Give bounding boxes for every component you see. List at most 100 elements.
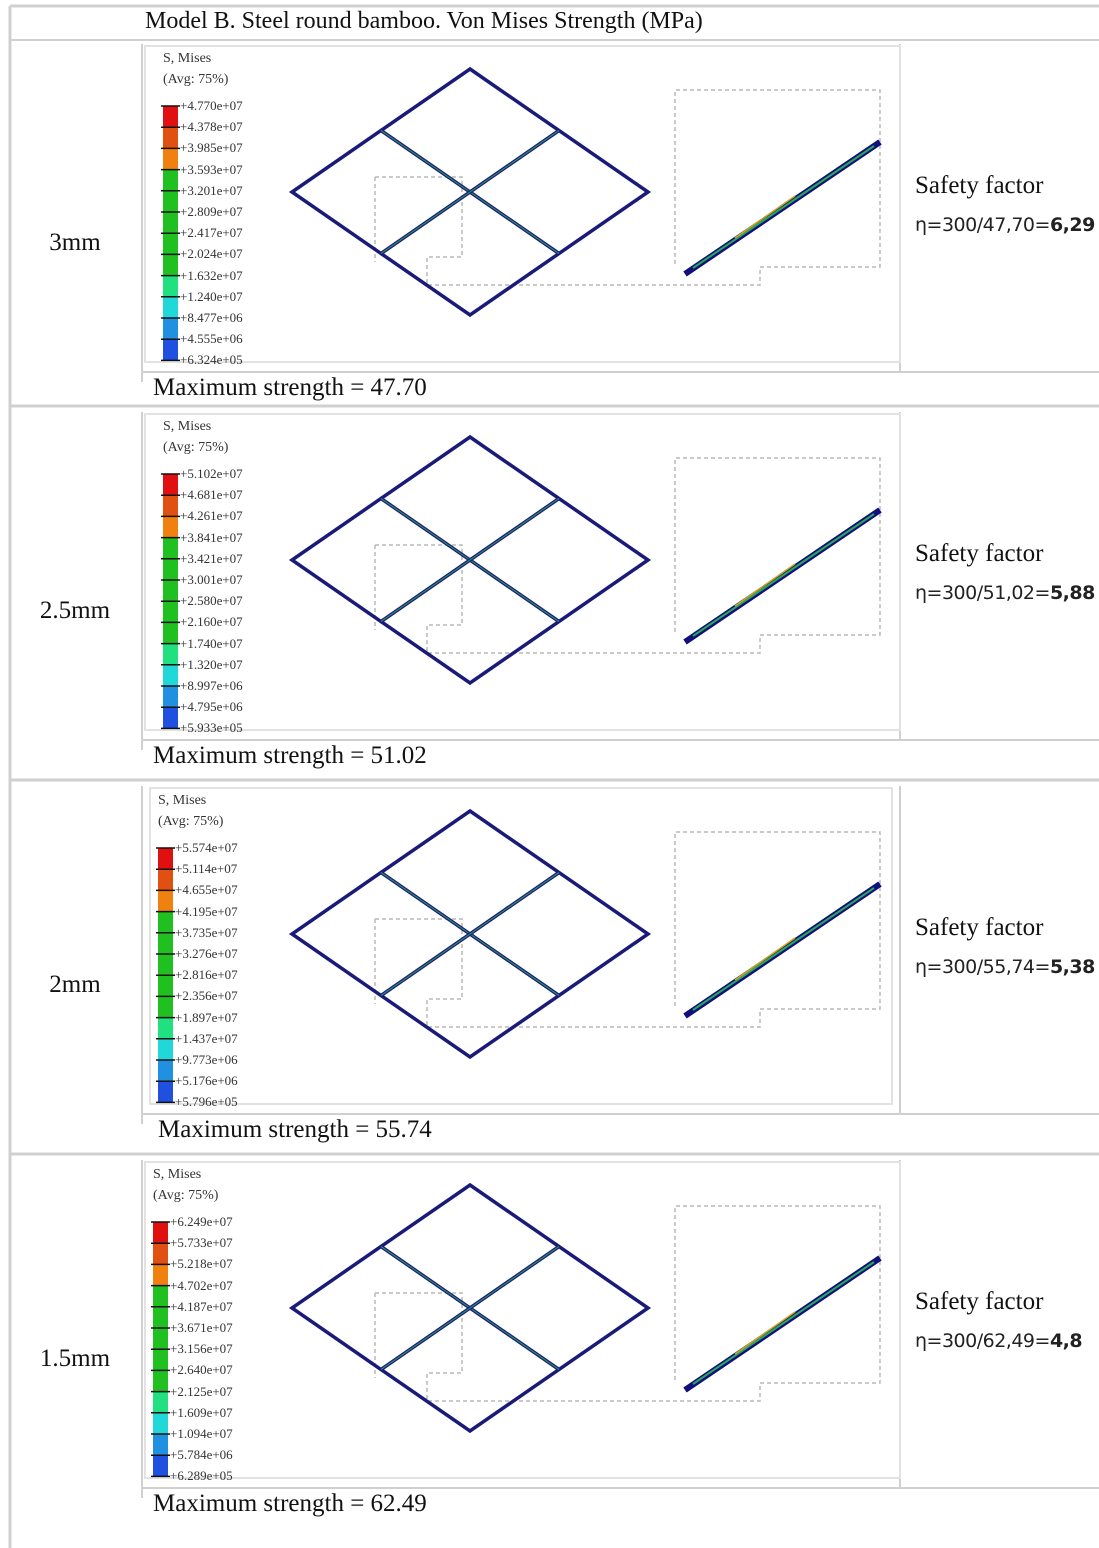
zoomed-bar <box>683 139 882 277</box>
legend-tick-label: +1.897e+07 <box>175 1009 238 1025</box>
zoomed-bar-peak <box>734 937 796 981</box>
legend-tick-label: +4.187e+07 <box>170 1298 233 1314</box>
legend-title: S, Mises <box>163 51 212 66</box>
legend-tick-label: +5.574e+07 <box>175 840 238 855</box>
legend-color-band <box>163 664 178 687</box>
legend-tick-label: +3.156e+07 <box>170 1341 233 1357</box>
legend-color-band <box>153 1306 168 1329</box>
legend-tick-label: +5.176e+06 <box>175 1073 238 1089</box>
legend-color-band <box>163 339 178 361</box>
legend-title: S, Mises <box>153 1167 202 1182</box>
legend-tick-label: +5.796e+05 <box>175 1094 238 1110</box>
legend-color-band <box>163 516 178 539</box>
zoomed-bar-stress <box>692 513 875 637</box>
thickness-label: 3mm <box>49 229 101 256</box>
figure-title: Model B. Steel round bamboo. Von Mises S… <box>145 8 703 34</box>
legend-color-band <box>153 1391 168 1414</box>
legend-color-band <box>158 1017 173 1040</box>
mesh-outer-frame <box>288 808 652 1060</box>
legend-color-band <box>153 1285 168 1308</box>
legend-tick-label: +4.795e+06 <box>180 699 243 715</box>
legend-color-band <box>163 580 178 602</box>
contour-panel-frame <box>149 787 893 1105</box>
legend-tick-label: +3.593e+07 <box>180 161 243 177</box>
legend-title: S, Mises <box>163 419 212 434</box>
legend-tick-label: +1.437e+07 <box>175 1030 238 1046</box>
maximum-strength: Maximum strength = 55.74 <box>158 1116 432 1143</box>
legend-color-band <box>163 148 178 171</box>
legend-tick-label: +5.733e+07 <box>170 1235 233 1251</box>
legend-color-band <box>163 601 178 623</box>
legend-color-band <box>163 212 178 234</box>
legend-average: (Avg: 75%) <box>158 814 224 829</box>
mesh-model <box>288 1182 881 1434</box>
safety-factor-title: Safety factor <box>915 172 1044 199</box>
legend-tick-label: +8.997e+06 <box>180 678 243 693</box>
legend-tick-label: +4.770e+07 <box>180 98 243 113</box>
safety-factor-title: Safety factor <box>915 540 1044 567</box>
detail-callout <box>374 1205 881 1402</box>
legend-color-band <box>153 1264 168 1287</box>
legend-color-band <box>153 1328 168 1350</box>
legend-color-band <box>158 996 173 1019</box>
safety-factor-value: 4,8 <box>1049 1330 1083 1352</box>
legend-tick-label: +1.094e+07 <box>170 1426 233 1441</box>
legend-tick-label: +3.001e+07 <box>180 572 243 587</box>
legend-color-band <box>158 1060 173 1082</box>
legend-tick-label: +1.609e+07 <box>170 1404 233 1420</box>
legend-tick-label: +3.201e+07 <box>180 182 243 198</box>
legend-tick-label: +2.417e+07 <box>180 225 243 241</box>
safety-factor-value: 5,38 <box>1049 956 1095 978</box>
detail-callout <box>374 457 881 654</box>
zoomed-bar-peak <box>734 563 796 607</box>
legend-color-band <box>158 954 173 976</box>
thickness-label: 1.5mm <box>39 1345 111 1372</box>
legend-tick-label: +3.985e+07 <box>180 140 243 156</box>
legend-color-band <box>158 975 173 997</box>
thickness-label: 2.5mm <box>39 597 111 624</box>
legend-title: S, Mises <box>158 793 207 808</box>
legend-color-band <box>158 1081 173 1103</box>
legend-tick-label: +5.114e+07 <box>175 861 238 877</box>
legend-tick-label: +2.125e+07 <box>170 1383 233 1399</box>
legend-color-band <box>163 296 178 319</box>
legend-color-band <box>163 275 178 298</box>
legend-tick-label: +1.320e+07 <box>180 656 243 672</box>
mesh-outer-frame <box>288 66 652 318</box>
mesh-stress-line <box>380 1246 560 1370</box>
legend-tick-label: +5.102e+07 <box>180 466 243 481</box>
legend-tick-label: +1.240e+07 <box>180 288 243 304</box>
contour-panel-frame <box>144 1161 901 1479</box>
legend-average: (Avg: 75%) <box>153 1188 219 1203</box>
legend-tick-label: +3.276e+07 <box>175 946 238 961</box>
legend-color-band <box>163 318 178 340</box>
legend-tick-label: +9.773e+06 <box>175 1052 238 1067</box>
legend-color-band <box>158 848 173 870</box>
formula-text: η=300/62,49= <box>915 1330 1050 1352</box>
safety-factor-formula: η=300/55,74=5,38 <box>915 956 1095 978</box>
legend-tick-label: +2.160e+07 <box>180 614 243 630</box>
legend-tick-label: +2.816e+07 <box>175 967 238 983</box>
legend-tick-label: +3.841e+07 <box>180 529 243 545</box>
safety-factor-title: Safety factor <box>915 1288 1044 1315</box>
maximum-strength: Maximum strength = 51.02 <box>153 742 427 769</box>
mesh-model <box>288 434 881 686</box>
legend-color-band <box>163 190 178 213</box>
safety-factor-formula: η=300/62,49=4,8 <box>915 1330 1083 1352</box>
legend-tick-label: +2.580e+07 <box>180 593 243 609</box>
zoomed-bar-peak <box>734 195 796 239</box>
contour-panel-frame <box>144 45 901 363</box>
contour-panel-frame <box>144 413 901 731</box>
legend-tick-label: +5.933e+05 <box>180 720 243 736</box>
legend-color-band <box>158 932 173 955</box>
legend-tick-label: +5.784e+06 <box>170 1447 233 1463</box>
legend-tick-label: +4.702e+07 <box>170 1277 233 1293</box>
mesh-model <box>288 808 881 1060</box>
legend-tick-label: +2.024e+07 <box>180 246 243 262</box>
zoomed-bar-peak <box>734 1311 796 1355</box>
safety-factor-value: 6,29 <box>1049 214 1095 236</box>
zoomed-bar <box>683 1255 882 1393</box>
legend-color-band <box>163 254 178 277</box>
legend-tick-label: +2.356e+07 <box>175 988 238 1004</box>
